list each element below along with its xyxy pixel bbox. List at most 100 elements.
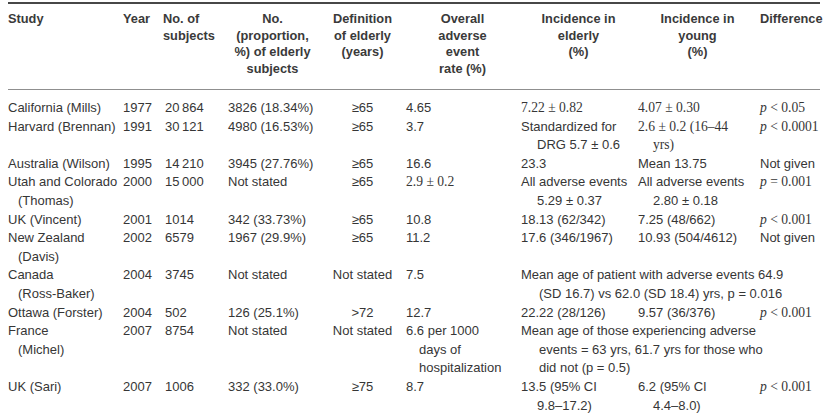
table-cell: 2002: [123, 229, 163, 266]
table-cell: 1995: [123, 155, 163, 174]
table-cell: p = 0.001: [758, 173, 820, 210]
table-cell: 20 864: [163, 90, 225, 118]
table-cell: ≥65: [320, 211, 405, 230]
table-row: Ottawa (Forster)2004502126 (25.1%)>7212.…: [8, 304, 820, 323]
table-cell: 2001: [123, 211, 163, 230]
table-cell: Mean 13.75: [637, 155, 758, 174]
table-cell: 502: [163, 304, 225, 323]
table-cell: 10.93 (504/4612): [637, 229, 758, 266]
col-header-no-of-subjects: No. of subjects: [163, 3, 225, 90]
col-header-difference: Difference: [758, 3, 820, 90]
header-row: Study Year No. of subjects No. (proporti…: [8, 3, 820, 90]
table-cell: 342 (33.73%): [225, 211, 320, 230]
table-row: UK (Vincent)20011014342 (33.73%)≥6510.81…: [8, 211, 820, 230]
table-cell: 332 (33.0%): [225, 378, 320, 420]
table-cell: >72: [320, 304, 405, 323]
table-cell: 6579: [163, 229, 225, 266]
col-header-study: Study: [8, 3, 123, 90]
table-cell: 7.22 ± 0.82: [520, 90, 637, 118]
table-cell: p < 0.001: [758, 304, 820, 323]
col-header-definition-elderly: Definition of elderly (years): [320, 3, 405, 90]
table-cell: 2.9 ± 0.2: [405, 173, 520, 210]
table-cell: 2.6 ± 0.2 (16–44 yrs): [637, 118, 758, 155]
table-cell: All adverse events 2.80 ± 0.18: [637, 173, 758, 210]
table-cell: 3826 (18.34%): [225, 90, 320, 118]
table-cell: 18.13 (62/342): [520, 211, 637, 230]
table-cell: 8754: [163, 322, 225, 378]
table-cell: 16.6: [405, 155, 520, 174]
table-cell: ≥65: [320, 118, 405, 155]
table-cell: p < 0.001: [758, 211, 820, 230]
table-row: Utah and Colorado (Thomas)200015 000Not …: [8, 173, 820, 210]
table-cell: 6.2 (95% CI 4.4–8.0): [637, 378, 758, 420]
table-cell: 3945 (27.76%): [225, 155, 320, 174]
table-row: California (Mills)197720 8643826 (18.34%…: [8, 90, 820, 118]
table-cell: Canada (Ross-Baker): [8, 266, 123, 303]
table-cell: Not given: [758, 155, 820, 174]
table-cell: 8.7: [405, 378, 520, 420]
table-cell: Ottawa (Forster): [8, 304, 123, 323]
table-cell: Not stated: [320, 322, 405, 378]
table-cell: ≥75: [320, 378, 405, 420]
table-row: UK (Sari)20071006332 (33.0%)≥758.713.5 (…: [8, 378, 820, 420]
table-cell: New Zealand (Davis): [8, 229, 123, 266]
adverse-events-study-table: Study Year No. of subjects No. (proporti…: [8, 2, 820, 420]
table-cell: p < 0.001: [758, 378, 820, 420]
table-cell: 1967 (29.9%): [225, 229, 320, 266]
table-cell: ≥65: [320, 173, 405, 210]
table-cell: 3.7: [405, 118, 520, 155]
table-cell: All adverse events 5.29 ± 0.37: [520, 173, 637, 210]
table-cell: 1991: [123, 118, 163, 155]
table-cell: Mean age of those experiencing adverse e…: [520, 322, 820, 378]
table-cell: UK (Sari): [8, 378, 123, 420]
col-header-overall-rate: Overall adverse event rate (%): [405, 3, 520, 90]
table-cell: 12.7: [405, 304, 520, 323]
table-cell: Mean age of patient with adverse events …: [520, 266, 820, 303]
table-cell: 17.6 (346/1967): [520, 229, 637, 266]
table-cell: 4980 (16.53%): [225, 118, 320, 155]
table-cell: Harvard (Brennan): [8, 118, 123, 155]
table-cell: 2004: [123, 266, 163, 303]
table-cell: 22.22 (28/126): [520, 304, 637, 323]
table-row: France (Michel)20078754Not statedNot sta…: [8, 322, 820, 378]
table-cell: Not given: [758, 229, 820, 266]
table-cell: Standardized for DRG 5.7 ± 0.6: [520, 118, 637, 155]
table-row: Australia (Wilson)199514 2103945 (27.76%…: [8, 155, 820, 174]
table-cell: 1014: [163, 211, 225, 230]
table-cell: 7.25 (48/662): [637, 211, 758, 230]
table-cell: Not stated: [225, 266, 320, 303]
table-cell: ≥65: [320, 229, 405, 266]
table-cell: 13.5 (95% CI 9.8–17.2): [520, 378, 637, 420]
table-cell: California (Mills): [8, 90, 123, 118]
table-cell: 11.2: [405, 229, 520, 266]
table-row: Canada (Ross-Baker)20043745Not statedNot…: [8, 266, 820, 303]
table-cell: ≥65: [320, 90, 405, 118]
table-cell: Not stated: [225, 322, 320, 378]
table-cell: 7.5: [405, 266, 520, 303]
table-cell: UK (Vincent): [8, 211, 123, 230]
table-cell: 2007: [123, 378, 163, 420]
table-cell: 15 000: [163, 173, 225, 210]
table-cell: 1977: [123, 90, 163, 118]
col-header-incidence-young: Incidence in young (%): [637, 3, 758, 90]
table-cell: 10.8: [405, 211, 520, 230]
table-cell: 3745: [163, 266, 225, 303]
col-header-elderly-subjects: No. (proportion, %) of elderly subjects: [225, 3, 320, 90]
table-cell: France (Michel): [8, 322, 123, 378]
table-cell: 4.07 ± 0.30: [637, 90, 758, 118]
table-cell: ≥65: [320, 155, 405, 174]
table-cell: 2004: [123, 304, 163, 323]
table-cell: 126 (25.1%): [225, 304, 320, 323]
table-cell: 2007: [123, 322, 163, 378]
table-cell: 4.65: [405, 90, 520, 118]
table-cell: p < 0.05: [758, 90, 820, 118]
table-cell: Not stated: [225, 173, 320, 210]
table-cell: 1006: [163, 378, 225, 420]
col-header-incidence-elderly: Incidence in elderly (%): [520, 3, 637, 90]
table-row: New Zealand (Davis)200265791967 (29.9%)≥…: [8, 229, 820, 266]
table-cell: Australia (Wilson): [8, 155, 123, 174]
table-cell: 9.57 (36/376): [637, 304, 758, 323]
table-cell: 23.3: [520, 155, 637, 174]
table-cell: p < 0.0001: [758, 118, 820, 155]
study-comparison-table: Study Year No. of subjects No. (proporti…: [8, 2, 820, 420]
